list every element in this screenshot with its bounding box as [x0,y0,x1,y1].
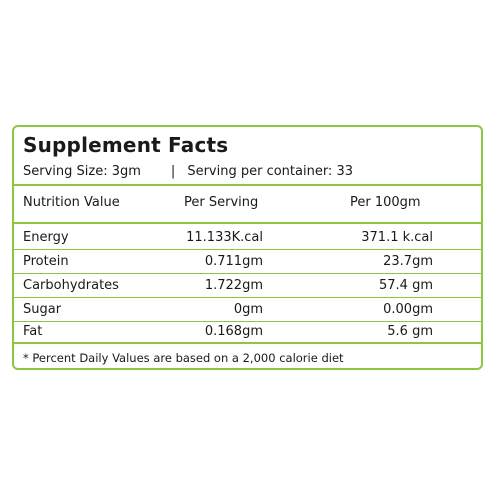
row-name: Fat [23,324,43,339]
row-divider [14,249,481,250]
divider-header [14,222,481,224]
table-row: Energy 11.133K.cal 371.1 k.cal [14,226,481,250]
header-per-100g: Per 100gm [350,195,421,210]
table-row: Sugar 0gm 0.00gm [14,298,481,322]
row-per-serving: 1.722gm [204,278,263,293]
serving-info: Serving Size: 3gm | Serving per container:… [23,164,353,179]
servings-per-container: Serving per container: 33 [187,164,353,179]
table-row: Protein 0.711gm 23.7gm [14,250,481,274]
row-name: Carbohydrates [23,278,119,293]
row-per-100g: 0.00gm [383,302,433,317]
supplement-facts-label: Supplement Facts Serving Size: 3gm | Servi… [12,125,483,370]
row-per-serving: 11.133K.cal [186,230,263,245]
row-name: Sugar [23,302,62,317]
divider-bottom [14,342,481,344]
row-divider [14,297,481,298]
row-name: Protein [23,254,69,269]
divider-top [14,184,481,186]
header-per-serving: Per Serving [184,195,259,210]
row-name: Energy [23,230,69,245]
row-per-serving: 0gm [233,302,263,317]
row-per-100g: 57.4 gm [379,278,433,293]
row-per-serving: 0.711gm [204,254,263,269]
row-per-100g: 371.1 k.cal [361,230,433,245]
footnote: * Percent Daily Values are based on a 2,… [23,351,344,365]
header-nutrition-value: Nutrition Value [23,195,120,210]
row-per-100g: 23.7gm [383,254,433,269]
serving-separator: | [170,164,176,179]
table-row: Carbohydrates 1.722gm 57.4 gm [14,274,481,298]
table-row: Fat 0.168gm 5.6 gm [14,322,481,346]
row-divider [14,273,481,274]
row-divider [14,321,481,322]
row-per-100g: 5.6 gm [387,324,433,339]
row-per-serving: 0.168gm [204,324,263,339]
label-title: Supplement Facts [23,133,229,157]
serving-size: Serving Size: 3gm [23,164,141,179]
